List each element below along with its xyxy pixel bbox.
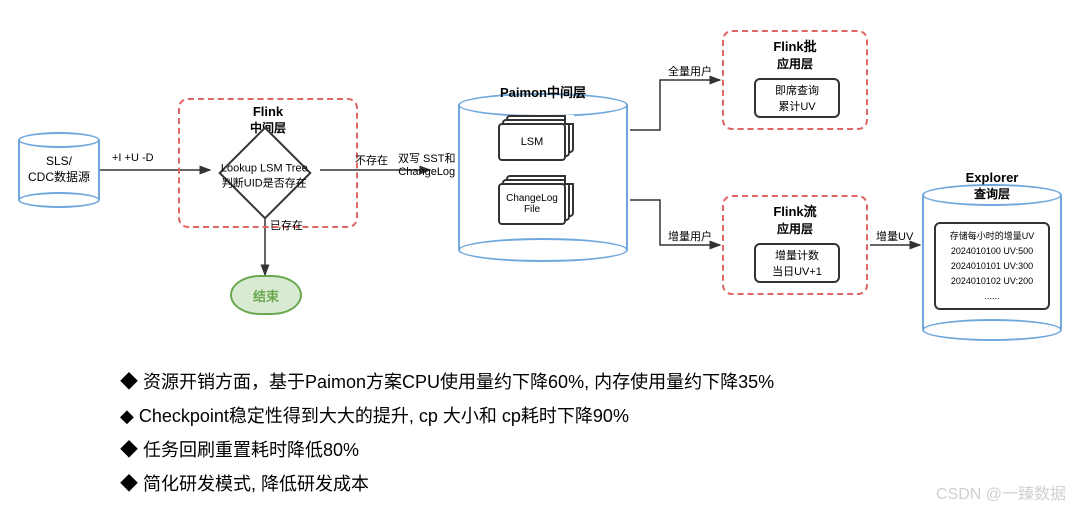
- flink-stream-title1: Flink流: [773, 204, 816, 219]
- flink-batch-inner: 即席查询 累计UV: [754, 78, 840, 118]
- edge-label-incuser: 增量用户: [668, 228, 712, 244]
- bullet-3: 任务回刷重置耗时降低80%: [120, 433, 774, 467]
- lsm-stack: LSM: [498, 115, 576, 161]
- source-line2: CDC数据源: [28, 170, 90, 184]
- flink-batch-title2: 应用层: [777, 57, 813, 71]
- flink-stream-inner: 增量计数 当日UV+1: [754, 243, 840, 283]
- bullet-1: 资源开销方面，基于Paimon方案CPU使用量约下降60%, 内存使用量约下降3…: [120, 365, 774, 399]
- edge-label-exist: 已存在: [270, 217, 303, 233]
- edge-label-1: +I +U -D: [112, 152, 154, 164]
- paimon-title: Paimon中间层: [458, 82, 628, 101]
- end-node: 结束: [230, 275, 302, 315]
- explorer-title2: 查询层: [974, 187, 1010, 201]
- bullet-4: 简化研发模式, 降低研发成本: [120, 467, 774, 501]
- flink-mid-title1: Flink: [253, 104, 283, 119]
- bullet-list: 资源开销方面，基于Paimon方案CPU使用量约下降60%, 内存使用量约下降3…: [120, 365, 774, 501]
- diamond-line2: 判断UID是否存在: [222, 178, 307, 190]
- changelog-stack: ChangeLog File: [498, 175, 576, 225]
- source-line1: SLS/: [46, 154, 72, 168]
- edge-label-incuv: 增量UV: [876, 228, 913, 244]
- watermark: CSDN @一臻数据: [936, 480, 1066, 504]
- edge-label-notexist: 不存在: [355, 152, 388, 168]
- diamond-line1: Lookup LSM Tree: [221, 163, 308, 175]
- architecture-diagram: SLS/ CDC数据源 +I +U -D Flink 中间层 Lookup LS…: [0, 0, 1080, 360]
- flink-batch-box: Flink批 应用层 即席查询 累计UV: [722, 30, 868, 130]
- flink-stream-title2: 应用层: [777, 222, 813, 236]
- flink-batch-title1: Flink批: [773, 39, 816, 54]
- explorer-title1: Explorer: [966, 170, 1019, 185]
- edge-label-dualwrite: 双写 SST和 ChangeLog: [398, 153, 455, 179]
- explorer-inner: 存储每小时的增量UV 2024010100 UV:500 2024010101 …: [934, 222, 1050, 310]
- edge-label-alluser: 全量用户: [668, 63, 712, 79]
- flink-stream-box: Flink流 应用层 增量计数 当日UV+1: [722, 195, 868, 295]
- source-cylinder: SLS/ CDC数据源: [18, 140, 100, 200]
- bullet-2: Checkpoint稳定性得到大大的提升, cp 大小和 cp耗时下降90%: [120, 399, 774, 433]
